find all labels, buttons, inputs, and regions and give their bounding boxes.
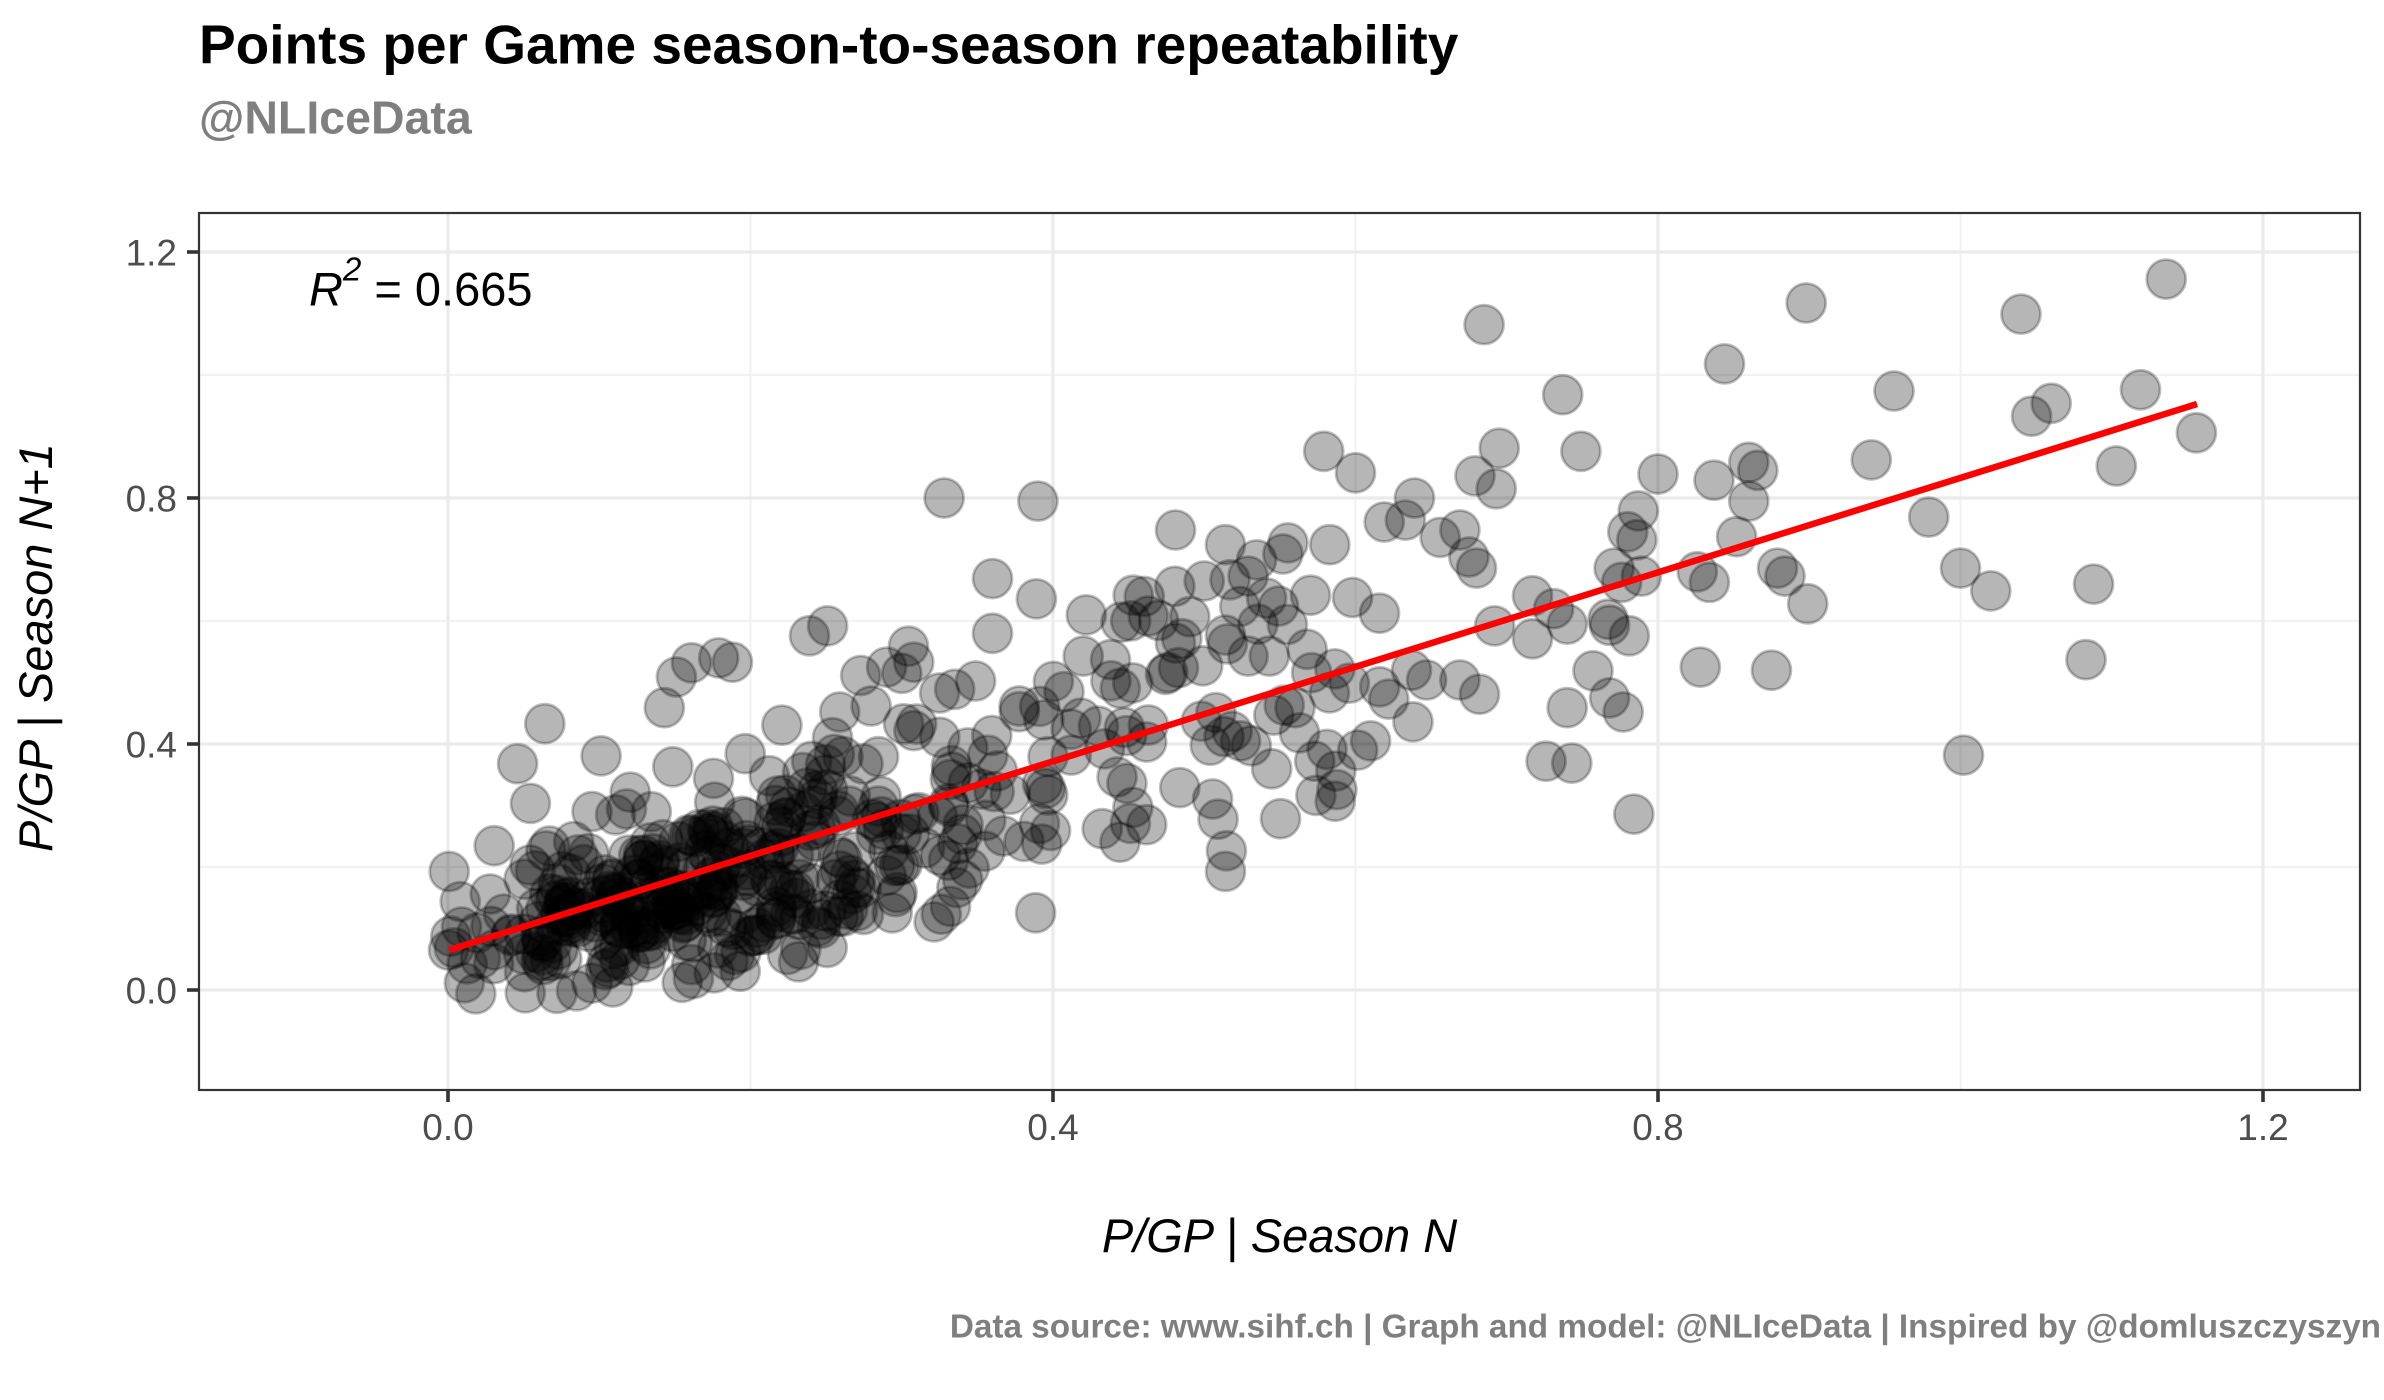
svg-text:0.4: 0.4 [1027, 1107, 1078, 1148]
svg-text:R2 = 0.665: R2 = 0.665 [309, 251, 533, 316]
svg-text:0.8: 0.8 [1632, 1107, 1683, 1148]
svg-text:P/GP | Season N: P/GP | Season N [1102, 1209, 1457, 1262]
svg-text:0.0: 0.0 [422, 1107, 473, 1148]
svg-text:1.2: 1.2 [2237, 1107, 2288, 1148]
svg-text:0.0: 0.0 [126, 970, 177, 1011]
svg-text:0.8: 0.8 [126, 478, 177, 519]
svg-text:P/GP | Season N+1: P/GP | Season N+1 [9, 443, 62, 852]
svg-text:0.4: 0.4 [126, 724, 177, 765]
svg-text:Data source: www.sihf.ch | Gra: Data source: www.sihf.ch | Graph and mod… [950, 1309, 2381, 1346]
svg-text:@NLIceData: @NLIceData [199, 92, 473, 144]
svg-text:Points per Game season-to-seas: Points per Game season-to-season repeata… [199, 14, 1459, 76]
svg-text:1.2: 1.2 [126, 232, 177, 273]
